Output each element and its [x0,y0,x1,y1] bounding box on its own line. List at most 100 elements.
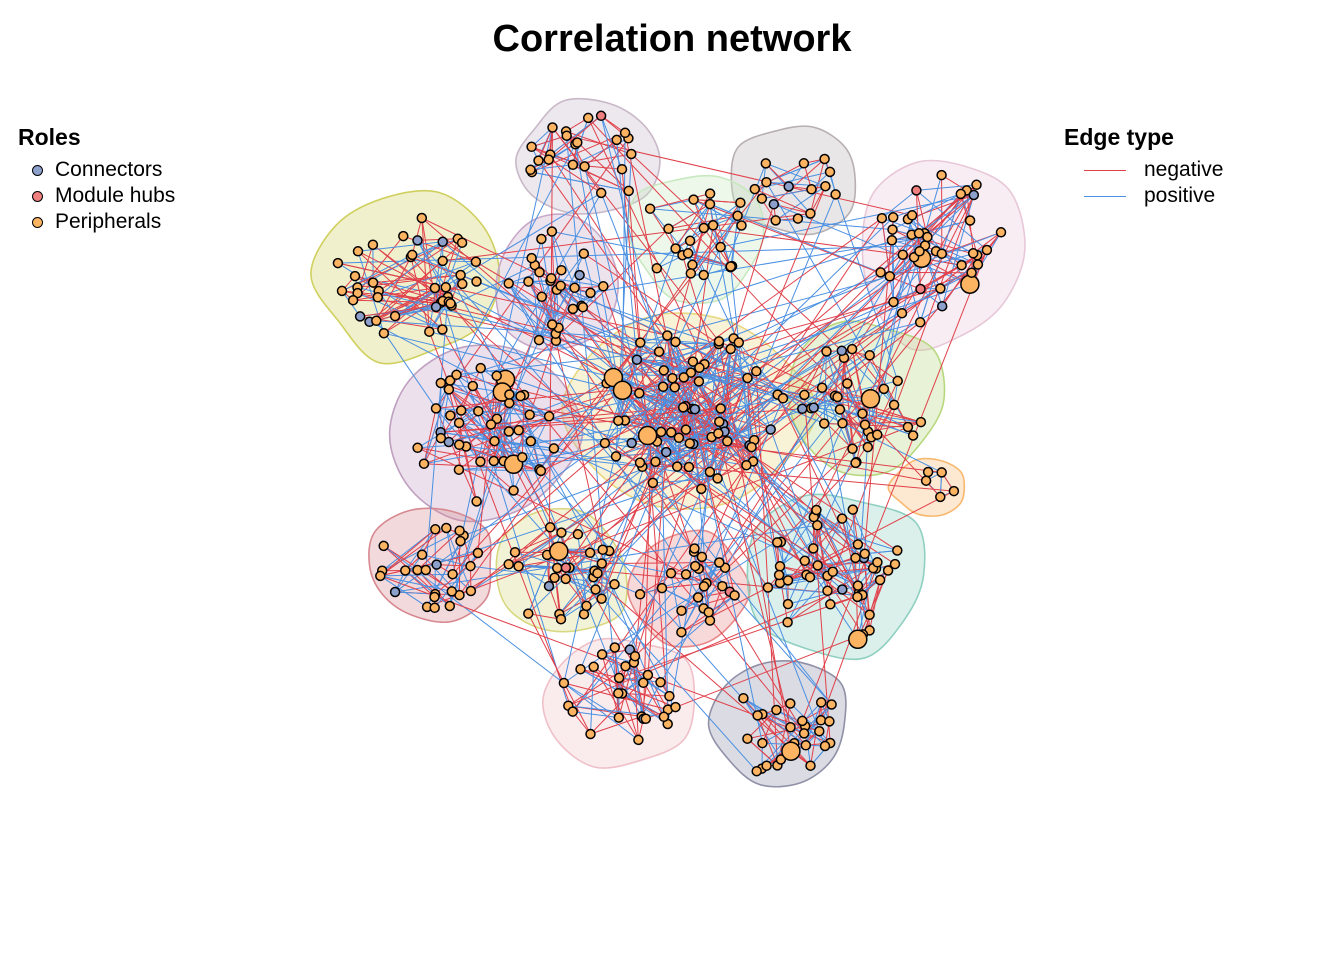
network-node [467,380,479,392]
network-edge [801,354,871,410]
network-edge [689,240,740,343]
network-node [620,660,631,672]
network-node [683,461,695,473]
network-node [859,548,871,560]
network-node [689,560,701,572]
network-node [906,210,918,221]
edge-type-legend: Edge type negative positive [1064,124,1223,209]
network-node [555,280,566,292]
network-node [935,491,946,503]
network-edge [660,431,669,710]
network-edge [972,231,1002,254]
network-node [824,716,835,727]
network-node [611,134,622,146]
network-node [696,483,707,495]
network-node [443,384,455,395]
network-node [735,197,746,208]
network-node [599,437,611,449]
network-node [696,551,708,563]
network-edge [540,370,757,472]
network-node [626,437,637,449]
network-node [488,455,500,467]
network-edge [527,613,591,735]
network-node [798,728,810,739]
network-node [850,552,861,564]
network-edge [551,231,562,286]
network-edge [442,213,811,262]
network-node [667,372,678,384]
network-node [936,300,948,312]
network-node [515,390,526,402]
network-node [785,698,796,709]
network-edge [563,342,641,684]
network-node [560,562,572,573]
network-node [430,301,442,313]
network-edge [777,394,866,555]
network-edge [380,575,428,608]
network-node [808,402,819,413]
network-node [832,391,843,403]
network-node [471,496,482,507]
network-node [689,543,700,554]
connectors-swatch [32,164,43,176]
network-edge [375,254,413,322]
network-edge [697,231,1002,598]
network-edge [775,185,826,221]
network-edge [417,530,460,571]
network-node [561,130,572,141]
network-node [922,466,934,478]
network-edge [881,190,917,219]
network-node [485,419,497,430]
network-edge [852,509,877,569]
network-node [644,203,656,214]
network-node [416,549,428,560]
network-edge [449,280,551,607]
network-edge [428,331,574,712]
network-node [715,241,726,253]
network-node [578,248,590,259]
network-node [546,319,558,330]
network-edge [380,527,447,577]
network-node [770,215,781,226]
network-node [827,566,839,577]
network-edge [337,262,668,336]
network-node [847,504,859,515]
network-node [936,248,948,259]
network-node [575,663,586,675]
network-edge [395,524,818,593]
network-node [914,317,926,328]
network-node [676,626,687,638]
network-node [503,278,514,289]
network-node [785,722,796,733]
network-edge [556,567,587,607]
network-node [875,267,886,278]
network-node [819,740,831,752]
network-node [968,189,980,201]
network-node [717,580,728,592]
network-node [761,760,772,771]
network-node [504,397,515,409]
roles-legend: Roles Connectors Module hubs Peripherals [18,124,175,235]
network-node [445,410,456,421]
network-node [836,345,848,357]
network-edge [630,153,843,352]
network-node [864,609,875,621]
network-edge [508,271,540,284]
network-node [897,249,909,260]
network-node [887,224,898,235]
network-node [437,324,448,335]
network-node [616,163,628,175]
network-node [574,269,585,281]
network-node [445,298,456,309]
network-node [694,362,705,374]
network-edge [810,407,853,450]
network-edge [755,371,778,766]
network-node [336,285,348,297]
network-node [610,451,622,462]
network-edge [565,131,620,718]
network-edge [747,709,777,740]
network-node [465,585,477,597]
network-node [846,343,858,355]
network-node [429,591,440,603]
positive-swatch [1084,195,1126,197]
